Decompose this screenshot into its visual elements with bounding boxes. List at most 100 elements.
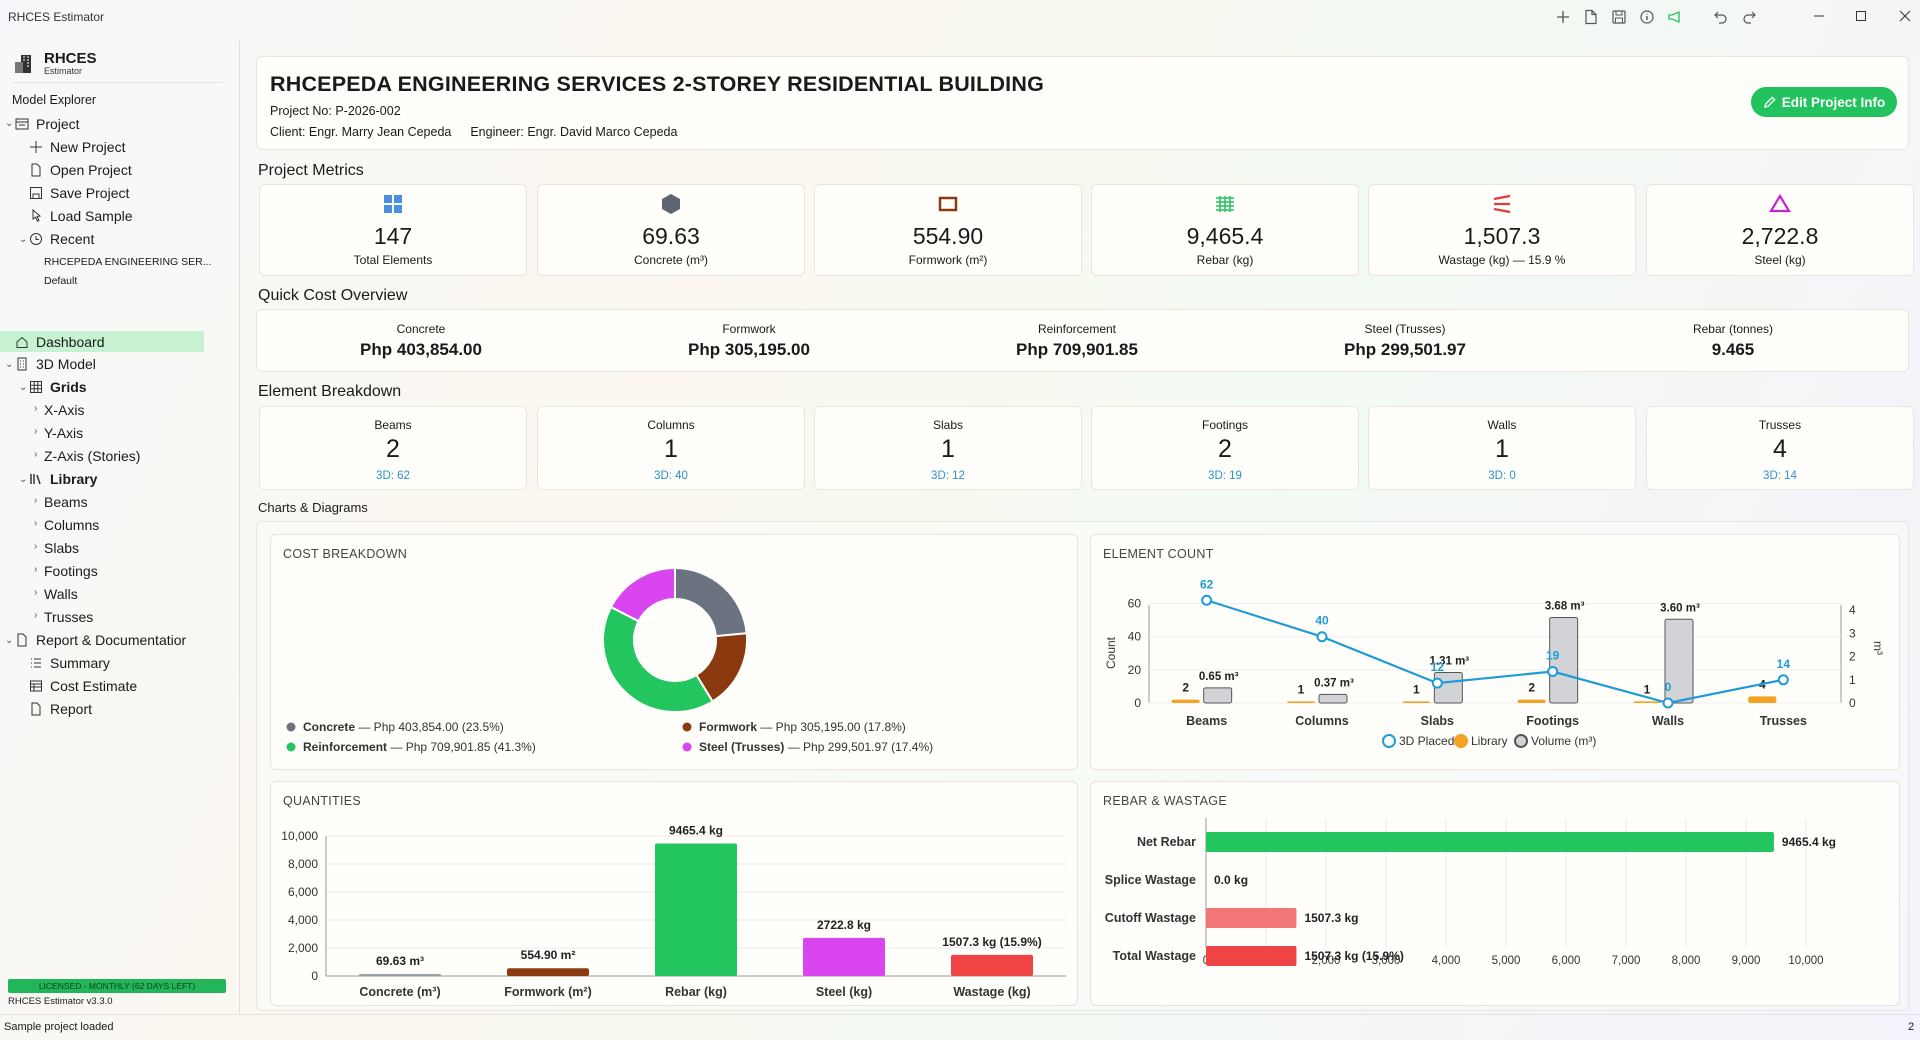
element-card[interactable]: Trusses 4 3D: 14 xyxy=(1646,406,1914,490)
chevron-down-icon[interactable]: ⌄ xyxy=(19,234,28,245)
volume-bar[interactable] xyxy=(1549,616,1579,704)
library-bar[interactable] xyxy=(1748,696,1777,703)
tree-report[interactable]: Report xyxy=(28,698,92,720)
placed-point[interactable] xyxy=(1431,677,1443,689)
placed-point[interactable] xyxy=(1547,666,1559,678)
element-card[interactable]: Beams 2 3D: 62 xyxy=(259,406,527,490)
quantity-bar[interactable] xyxy=(655,843,737,976)
tree-walls[interactable]: Walls xyxy=(44,586,78,602)
y-tick-label: Cutoff Wastage xyxy=(1105,911,1196,925)
metric-card: 9,465.4 Rebar (kg) xyxy=(1091,184,1359,276)
tree-recent[interactable]: Recent xyxy=(28,228,94,250)
tree-summary[interactable]: Summary xyxy=(28,652,110,674)
chevron-right-icon[interactable]: › xyxy=(34,564,38,575)
library-bar[interactable] xyxy=(1402,701,1431,703)
element-count: 1 xyxy=(664,435,678,463)
quantity-bar[interactable] xyxy=(951,954,1033,976)
tree-dashboard[interactable]: Dashboard xyxy=(14,331,105,353)
close-icon[interactable] xyxy=(1882,0,1920,32)
new-file-icon[interactable] xyxy=(1581,7,1601,27)
divider xyxy=(12,82,222,83)
tree-cost-estimate[interactable]: Cost Estimate xyxy=(28,675,137,697)
rebar-bar[interactable] xyxy=(1206,908,1297,928)
save-icon[interactable] xyxy=(1609,7,1629,27)
add-icon[interactable] xyxy=(1553,7,1573,27)
tree-save-project[interactable]: Save Project xyxy=(28,182,129,204)
tree-slabs[interactable]: Slabs xyxy=(44,540,80,556)
rebar-bar[interactable] xyxy=(1206,946,1297,966)
pie-slice[interactable] xyxy=(674,566,748,638)
tree-beams[interactable]: Beams xyxy=(44,494,88,510)
chevron-down-icon[interactable]: ⌄ xyxy=(5,118,14,129)
tree-grids[interactable]: Grids xyxy=(28,376,87,398)
hexagon-icon xyxy=(659,192,683,216)
tree-trusses[interactable]: Trusses xyxy=(44,609,94,625)
pie-slice[interactable] xyxy=(602,605,714,713)
wastage-icon xyxy=(1490,192,1514,216)
chevron-right-icon[interactable]: › xyxy=(34,587,38,598)
chevron-down-icon[interactable]: ⌄ xyxy=(19,382,28,393)
tree-columns[interactable]: Columns xyxy=(44,517,100,533)
element-card[interactable]: Slabs 1 3D: 12 xyxy=(814,406,1082,490)
element-card[interactable]: Columns 1 3D: 40 xyxy=(537,406,805,490)
minimize-icon[interactable] xyxy=(1796,0,1842,32)
x-tick-label: 6,000 xyxy=(1552,955,1581,967)
chevron-down-icon[interactable]: ⌄ xyxy=(19,474,28,485)
sidebar: RHCES Estimator Model Explorer ⌄ Project… xyxy=(0,41,240,1014)
tree-open-project[interactable]: Open Project xyxy=(28,159,132,181)
element-card[interactable]: Walls 1 3D: 0 xyxy=(1368,406,1636,490)
cost-value: 9.465 xyxy=(1711,340,1755,359)
file-icon xyxy=(28,701,44,717)
edit-project-label: Edit Project Info xyxy=(1781,94,1886,110)
library-bar[interactable] xyxy=(1517,699,1546,703)
tree-recent-label: Recent xyxy=(50,231,95,247)
tree-load-sample[interactable]: Load Sample xyxy=(28,205,133,227)
volume-bar[interactable] xyxy=(1203,687,1233,704)
chevron-right-icon[interactable]: › xyxy=(34,449,38,460)
building-icon xyxy=(14,356,30,372)
quantity-bar[interactable] xyxy=(803,937,885,976)
tree-x-axis[interactable]: X-Axis xyxy=(44,402,85,418)
chevron-right-icon[interactable]: › xyxy=(34,541,38,552)
tree-footings[interactable]: Footings xyxy=(44,563,98,579)
tree-z-axis[interactable]: Z-Axis (Stories) xyxy=(44,448,141,464)
library-bar[interactable] xyxy=(1287,701,1315,703)
placed-point[interactable] xyxy=(1201,594,1213,606)
placed-label: 19 xyxy=(1546,649,1560,663)
chevron-down-icon[interactable]: ⌄ xyxy=(5,359,14,370)
element-card[interactable]: Footings 2 3D: 19 xyxy=(1091,406,1359,490)
tree-library[interactable]: Library xyxy=(28,468,97,490)
bar-value-label: 1507.3 kg xyxy=(1304,911,1358,925)
library-bar[interactable] xyxy=(1633,701,1661,703)
placed-point[interactable] xyxy=(1777,674,1789,686)
info-icon[interactable] xyxy=(1637,7,1657,27)
pie-slice[interactable] xyxy=(609,566,676,623)
edit-project-button[interactable]: Edit Project Info xyxy=(1751,87,1897,117)
announce-icon[interactable] xyxy=(1665,7,1685,27)
placed-point[interactable] xyxy=(1316,631,1328,643)
chevron-right-icon[interactable]: › xyxy=(34,426,38,437)
chevron-down-icon[interactable]: ⌄ xyxy=(5,635,14,646)
volume-bar[interactable] xyxy=(1664,618,1694,704)
tree-y-axis[interactable]: Y-Axis xyxy=(44,425,84,441)
rebar-bar[interactable] xyxy=(1206,832,1774,852)
tree-new-project[interactable]: New Project xyxy=(28,136,125,158)
y-tick-label: 20 xyxy=(1128,663,1142,677)
chevron-right-icon[interactable]: › xyxy=(34,495,38,506)
quantity-bar[interactable] xyxy=(359,974,441,976)
redo-icon[interactable] xyxy=(1739,7,1759,27)
maximize-icon[interactable] xyxy=(1838,0,1884,32)
library-bar[interactable] xyxy=(1171,699,1200,703)
chevron-right-icon[interactable]: › xyxy=(34,518,38,529)
volume-bar[interactable] xyxy=(1318,693,1348,704)
recent-item[interactable]: RHCEPEDA ENGINEERING SER... xyxy=(44,256,212,268)
quantity-bar[interactable] xyxy=(507,968,589,976)
undo-icon[interactable] xyxy=(1711,7,1731,27)
tree-report-doc[interactable]: Report & Documentatior xyxy=(14,629,186,651)
chevron-right-icon[interactable]: › xyxy=(34,610,38,621)
recent-default[interactable]: Default xyxy=(44,275,78,287)
chevron-right-icon[interactable]: › xyxy=(34,403,38,414)
placed-point[interactable] xyxy=(1662,697,1674,709)
tree-3d-model[interactable]: 3D Model xyxy=(14,353,96,375)
tree-project[interactable]: Project xyxy=(14,113,80,135)
